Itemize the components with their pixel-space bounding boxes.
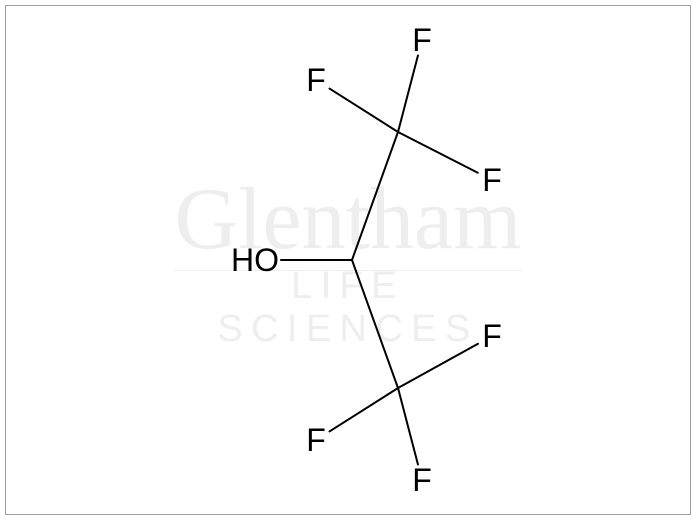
bond [352,260,398,388]
atom-label-F2: F [306,64,326,96]
bond [330,388,398,431]
atom-label-F3: F [482,164,502,196]
bond [398,344,478,388]
molecule-structure [0,0,696,520]
bond [398,132,478,173]
atom-label-F6: F [412,464,432,496]
atom-label-OH: HO [231,244,279,276]
bond [398,388,418,465]
atom-label-F4: F [482,320,502,352]
atom-label-F1: F [412,24,432,56]
bond [398,55,418,132]
bond [352,132,398,260]
atom-label-F5: F [306,424,326,456]
bond [330,89,398,132]
